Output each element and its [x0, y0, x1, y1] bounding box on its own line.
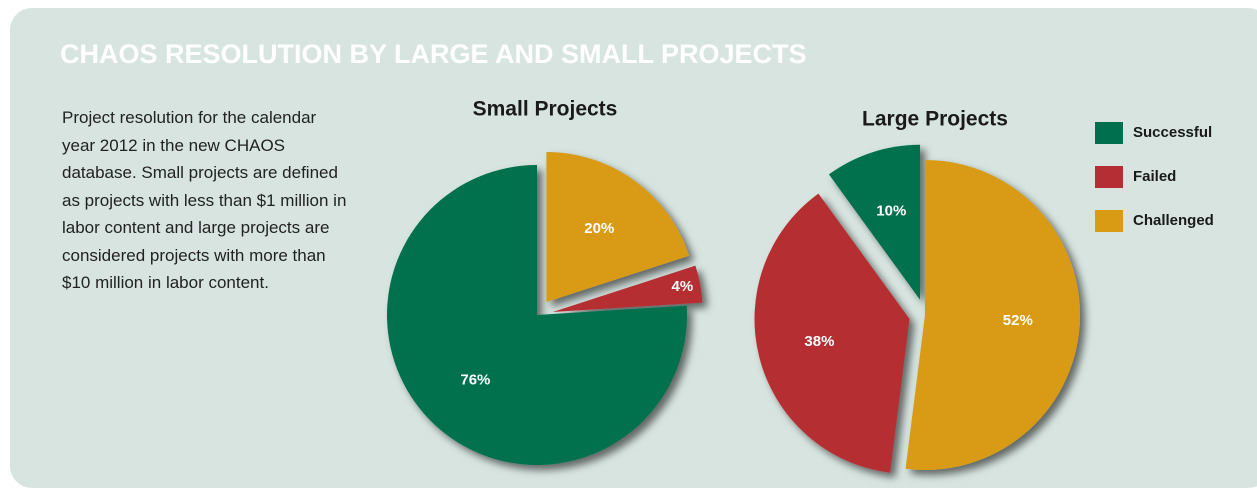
description: Project resolution for the calendar year…	[62, 108, 347, 292]
title: CHAOS RESOLUTION BY LARGE AND SMALL PROJ…	[60, 39, 807, 69]
legend-label: Successful	[1133, 124, 1212, 141]
legend-swatch	[1095, 166, 1123, 188]
pie-title: Large Projects	[862, 108, 1008, 131]
slice-label: 76%	[460, 372, 490, 389]
pie-slice	[754, 193, 910, 473]
pie-slice	[387, 165, 687, 465]
legend-swatch	[1095, 122, 1123, 144]
pie	[387, 152, 703, 465]
legend-swatch	[1095, 210, 1123, 232]
slice-label: 38%	[804, 333, 834, 350]
pie-title: Small Projects	[473, 98, 618, 121]
legend-label: Challenged	[1133, 212, 1214, 229]
slice-label: 52%	[1003, 312, 1033, 329]
pie-slice	[828, 144, 921, 300]
slice-label: 10%	[876, 202, 906, 219]
pie	[754, 144, 1081, 473]
legend-label: Failed	[1133, 168, 1176, 185]
pie-slice	[905, 160, 1081, 470]
pie-slice	[552, 265, 703, 313]
slice-label: 20%	[584, 220, 614, 237]
pie-slice	[546, 152, 690, 303]
slice-label: 4%	[672, 278, 694, 295]
